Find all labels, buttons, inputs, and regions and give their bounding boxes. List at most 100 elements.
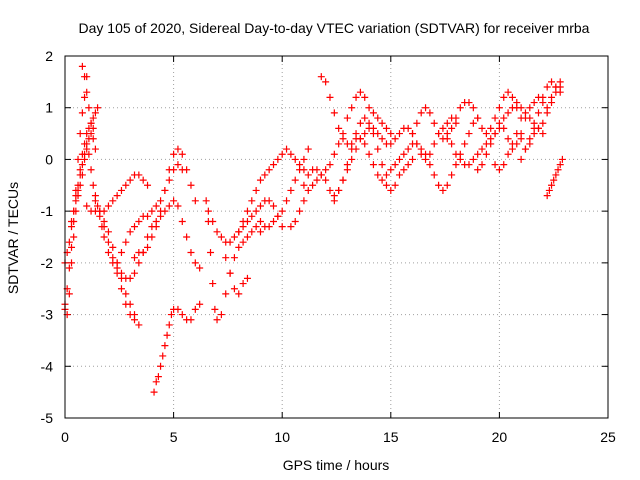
data-point — [339, 176, 347, 184]
data-point — [491, 114, 499, 122]
data-point — [235, 243, 243, 251]
data-point — [521, 114, 529, 122]
data-point — [409, 155, 417, 163]
data-point — [126, 274, 134, 282]
data-point — [85, 135, 93, 143]
data-point — [230, 285, 238, 293]
data-point — [87, 130, 95, 138]
data-point — [378, 161, 386, 169]
data-point — [174, 161, 182, 169]
x-tick-label: 15 — [383, 429, 399, 445]
data-point — [191, 305, 199, 313]
y-tick-label: -4 — [41, 358, 54, 374]
data-point — [157, 197, 165, 205]
data-point — [491, 161, 499, 169]
data-point — [469, 155, 477, 163]
series-arc-24 — [443, 99, 547, 169]
data-point — [270, 202, 278, 210]
data-point — [465, 130, 473, 138]
data-point — [430, 119, 438, 127]
data-point — [413, 140, 421, 148]
data-point — [500, 124, 508, 132]
data-point — [76, 130, 84, 138]
series-arc-27 — [517, 83, 564, 163]
data-point — [89, 124, 97, 132]
data-point — [152, 378, 160, 386]
data-point — [248, 228, 256, 236]
data-point — [287, 223, 295, 231]
data-point — [226, 238, 234, 246]
axes: 0 5 10 15 20 25 -5 -4 -3 -2 -1 0 1 2 — [41, 48, 616, 445]
data-point — [157, 207, 165, 215]
data-point — [144, 212, 152, 220]
data-point — [68, 243, 76, 251]
data-point — [361, 130, 369, 138]
data-point — [448, 124, 456, 132]
data-point — [68, 259, 76, 267]
data-point — [235, 290, 243, 298]
data-point — [487, 124, 495, 132]
data-point — [330, 197, 338, 205]
data-point — [117, 269, 125, 277]
data-point — [252, 207, 260, 215]
data-point — [513, 130, 521, 138]
data-point — [404, 161, 412, 169]
data-point — [243, 207, 251, 215]
y-tick-label: 1 — [45, 100, 53, 116]
data-point — [452, 150, 460, 158]
data-point — [335, 124, 343, 132]
data-point — [452, 114, 460, 122]
data-point — [126, 300, 134, 308]
data-point — [326, 93, 334, 101]
data-point — [65, 238, 73, 246]
data-point — [122, 238, 130, 246]
data-point — [170, 150, 178, 158]
x-tick-label: 5 — [170, 429, 178, 445]
data-point — [313, 176, 321, 184]
data-point — [213, 228, 221, 236]
data-point — [159, 352, 167, 360]
data-point — [165, 321, 173, 329]
data-point — [400, 166, 408, 174]
data-point — [378, 176, 386, 184]
data-point — [191, 197, 199, 205]
data-point — [543, 192, 551, 200]
data-point — [87, 119, 95, 127]
data-point — [113, 259, 121, 267]
x-tick-label: 20 — [492, 429, 508, 445]
data-point — [113, 192, 121, 200]
data-point — [439, 186, 447, 194]
data-point — [265, 197, 273, 205]
data-point — [85, 150, 93, 158]
data-point — [521, 145, 529, 153]
data-point — [352, 130, 360, 138]
chart-title: Day 105 of 2020, Sidereal Day-to-day VTE… — [79, 20, 590, 36]
data-point — [478, 145, 486, 153]
data-point — [322, 166, 330, 174]
data-point — [256, 217, 264, 225]
x-tick-label: 25 — [600, 429, 616, 445]
data-point — [174, 305, 182, 313]
data-point — [534, 109, 542, 117]
data-point — [382, 124, 390, 132]
data-point — [81, 93, 89, 101]
data-point — [487, 140, 495, 148]
data-point — [217, 233, 225, 241]
data-point — [139, 176, 147, 184]
series-arc-6 — [83, 171, 152, 215]
data-point — [382, 171, 390, 179]
data-point — [469, 119, 477, 127]
data-point — [326, 161, 334, 169]
data-point — [68, 217, 76, 225]
data-point — [135, 259, 143, 267]
data-point — [309, 181, 317, 189]
data-point — [356, 135, 364, 143]
data-point — [356, 88, 364, 96]
data-point — [243, 233, 251, 241]
data-point — [391, 161, 399, 169]
data-point — [339, 135, 347, 143]
data-point — [152, 202, 160, 210]
data-point — [209, 280, 217, 288]
y-tick-label: 0 — [45, 151, 53, 167]
series-arc-12 — [150, 300, 204, 396]
